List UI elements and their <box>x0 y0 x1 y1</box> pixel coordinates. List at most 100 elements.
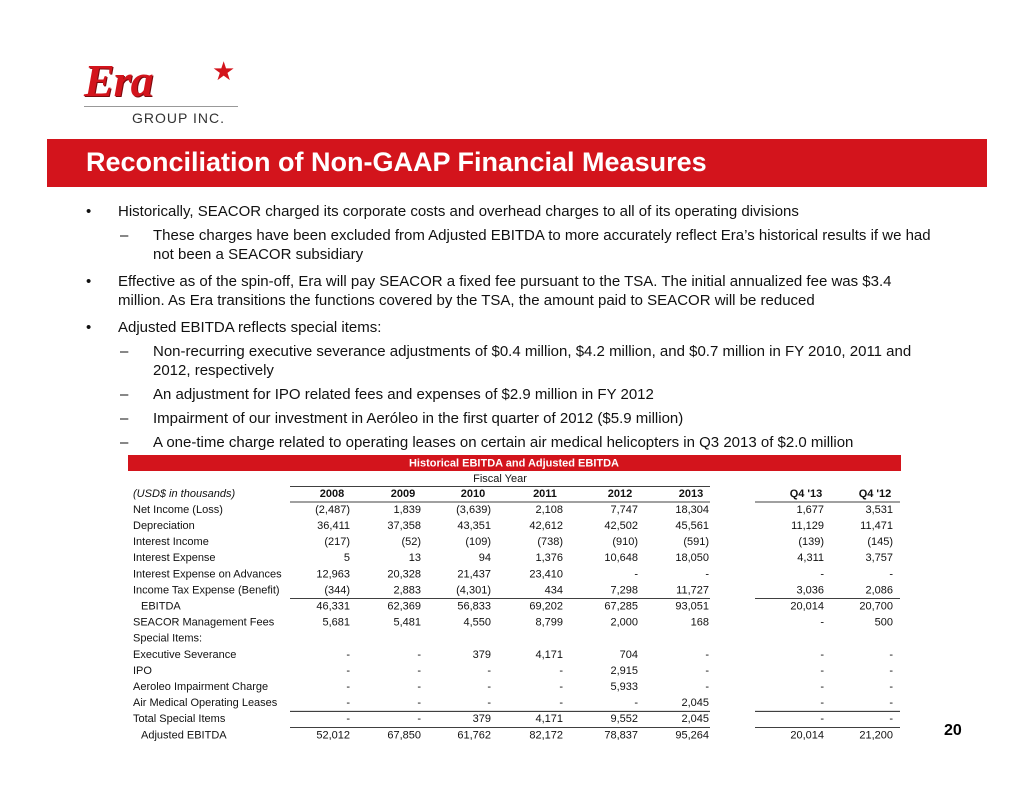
cell: 434 <box>545 584 563 596</box>
cell: 2,086 <box>865 584 893 596</box>
cell: 5 <box>344 552 350 564</box>
bullet-list: Historically, SEACOR charged its corpora… <box>86 202 936 460</box>
cell: 4,171 <box>535 649 563 661</box>
cell: 11,727 <box>676 584 709 596</box>
logo: Era ★ GROUP INC. <box>82 55 242 133</box>
cell: (109) <box>465 536 491 548</box>
cell: - <box>487 665 491 677</box>
logo-name: Era <box>84 55 154 106</box>
sub-bullet: Non-recurring executive severance adjust… <box>86 342 936 380</box>
cell: 2,045 <box>681 697 709 709</box>
cell: (738) <box>537 536 563 548</box>
cell: 8,799 <box>535 617 563 629</box>
column-header: Q4 '12 <box>859 488 892 500</box>
cell: (145) <box>867 536 893 548</box>
cell: 62,369 <box>387 601 421 613</box>
row-label: Net Income (Loss) <box>133 504 223 516</box>
cell: 42,502 <box>604 520 638 532</box>
cell: 2,883 <box>393 584 421 596</box>
cell: 20,014 <box>790 729 824 741</box>
cell: 7,747 <box>610 504 638 516</box>
cell: - <box>559 681 563 693</box>
cell: 1,376 <box>535 552 563 564</box>
cell: 37,358 <box>387 520 421 532</box>
cell: - <box>417 681 421 693</box>
cell: (344) <box>324 584 350 596</box>
cell: 69,202 <box>529 601 563 613</box>
cell: - <box>820 713 824 725</box>
cell: - <box>559 697 563 709</box>
cell: 4,311 <box>797 552 824 564</box>
cell: 42,612 <box>529 520 563 532</box>
title: Reconciliation of Non-GAAP Financial Mea… <box>86 147 707 177</box>
cell: 46,331 <box>316 601 350 613</box>
cell: - <box>346 665 350 677</box>
cell: 56,833 <box>457 601 491 613</box>
sub-bullet: An adjustment for IPO related fees and e… <box>86 385 936 404</box>
cell: - <box>346 713 350 725</box>
cell: 61,762 <box>457 729 491 741</box>
column-header: 2009 <box>391 488 415 500</box>
cell: - <box>559 665 563 677</box>
cell: 4,171 <box>535 713 563 725</box>
cell: - <box>634 697 638 709</box>
cell: 2,000 <box>610 617 638 629</box>
cell: - <box>889 665 893 677</box>
row-label: Interest Expense on Advances <box>133 568 282 580</box>
cell: - <box>820 697 824 709</box>
cell: 5,481 <box>393 617 421 629</box>
sub-bullet: Impairment of our investment in Aeróleo … <box>86 409 936 428</box>
cell: - <box>346 681 350 693</box>
column-header: 2011 <box>533 488 557 500</box>
cell: 13 <box>409 552 421 564</box>
bullet: Effective as of the spin-off, Era will p… <box>86 272 936 310</box>
cell: 3,036 <box>796 584 824 596</box>
bullet: Adjusted EBITDA reflects special items: N… <box>86 318 936 452</box>
cell: 7,298 <box>610 584 638 596</box>
cell: (217) <box>324 536 350 548</box>
cell: (2,487) <box>315 504 350 516</box>
cell: - <box>820 617 824 629</box>
cell: - <box>820 665 824 677</box>
cell: 2,045 <box>681 713 709 725</box>
cell: 21,200 <box>859 729 893 741</box>
cell: - <box>487 697 491 709</box>
cell: (3,639) <box>456 504 491 516</box>
row-label: EBITDA <box>141 601 181 613</box>
cell: - <box>346 697 350 709</box>
cell: (591) <box>683 536 709 548</box>
cell: 1,677 <box>796 504 824 516</box>
bullet-text: Adjusted EBITDA reflects special items: <box>118 319 382 336</box>
column-header: 2010 <box>461 488 485 500</box>
cell: - <box>487 681 491 693</box>
cell: (52) <box>401 536 421 548</box>
cell: 20,328 <box>387 568 421 580</box>
column-header: 2013 <box>679 488 703 500</box>
cell: 52,012 <box>316 729 350 741</box>
cell: - <box>705 568 709 580</box>
row-label: Special Items: <box>133 633 202 645</box>
cell: 9,552 <box>610 713 638 725</box>
cell: 67,850 <box>387 729 421 741</box>
cell: - <box>417 697 421 709</box>
cell: 4,550 <box>463 617 491 629</box>
cell: 10,648 <box>604 552 638 564</box>
cell: 45,561 <box>675 520 709 532</box>
cell: - <box>634 568 638 580</box>
cell: 21,437 <box>457 568 491 580</box>
cell: 379 <box>473 713 491 725</box>
cell: - <box>889 681 893 693</box>
cell: 23,410 <box>529 568 563 580</box>
sub-bullet: A one-time charge related to operating l… <box>86 433 936 452</box>
group-header: Fiscal Year <box>473 473 527 485</box>
cell: - <box>889 568 893 580</box>
cell: - <box>705 649 709 661</box>
cell: 94 <box>479 552 491 564</box>
row-label: Air Medical Operating Leases <box>133 697 278 709</box>
row-label: IPO <box>133 665 152 677</box>
cell: 95,264 <box>675 729 709 741</box>
cell: 67,285 <box>604 601 638 613</box>
cell: 93,051 <box>675 601 709 613</box>
cell: 20,700 <box>859 601 893 613</box>
